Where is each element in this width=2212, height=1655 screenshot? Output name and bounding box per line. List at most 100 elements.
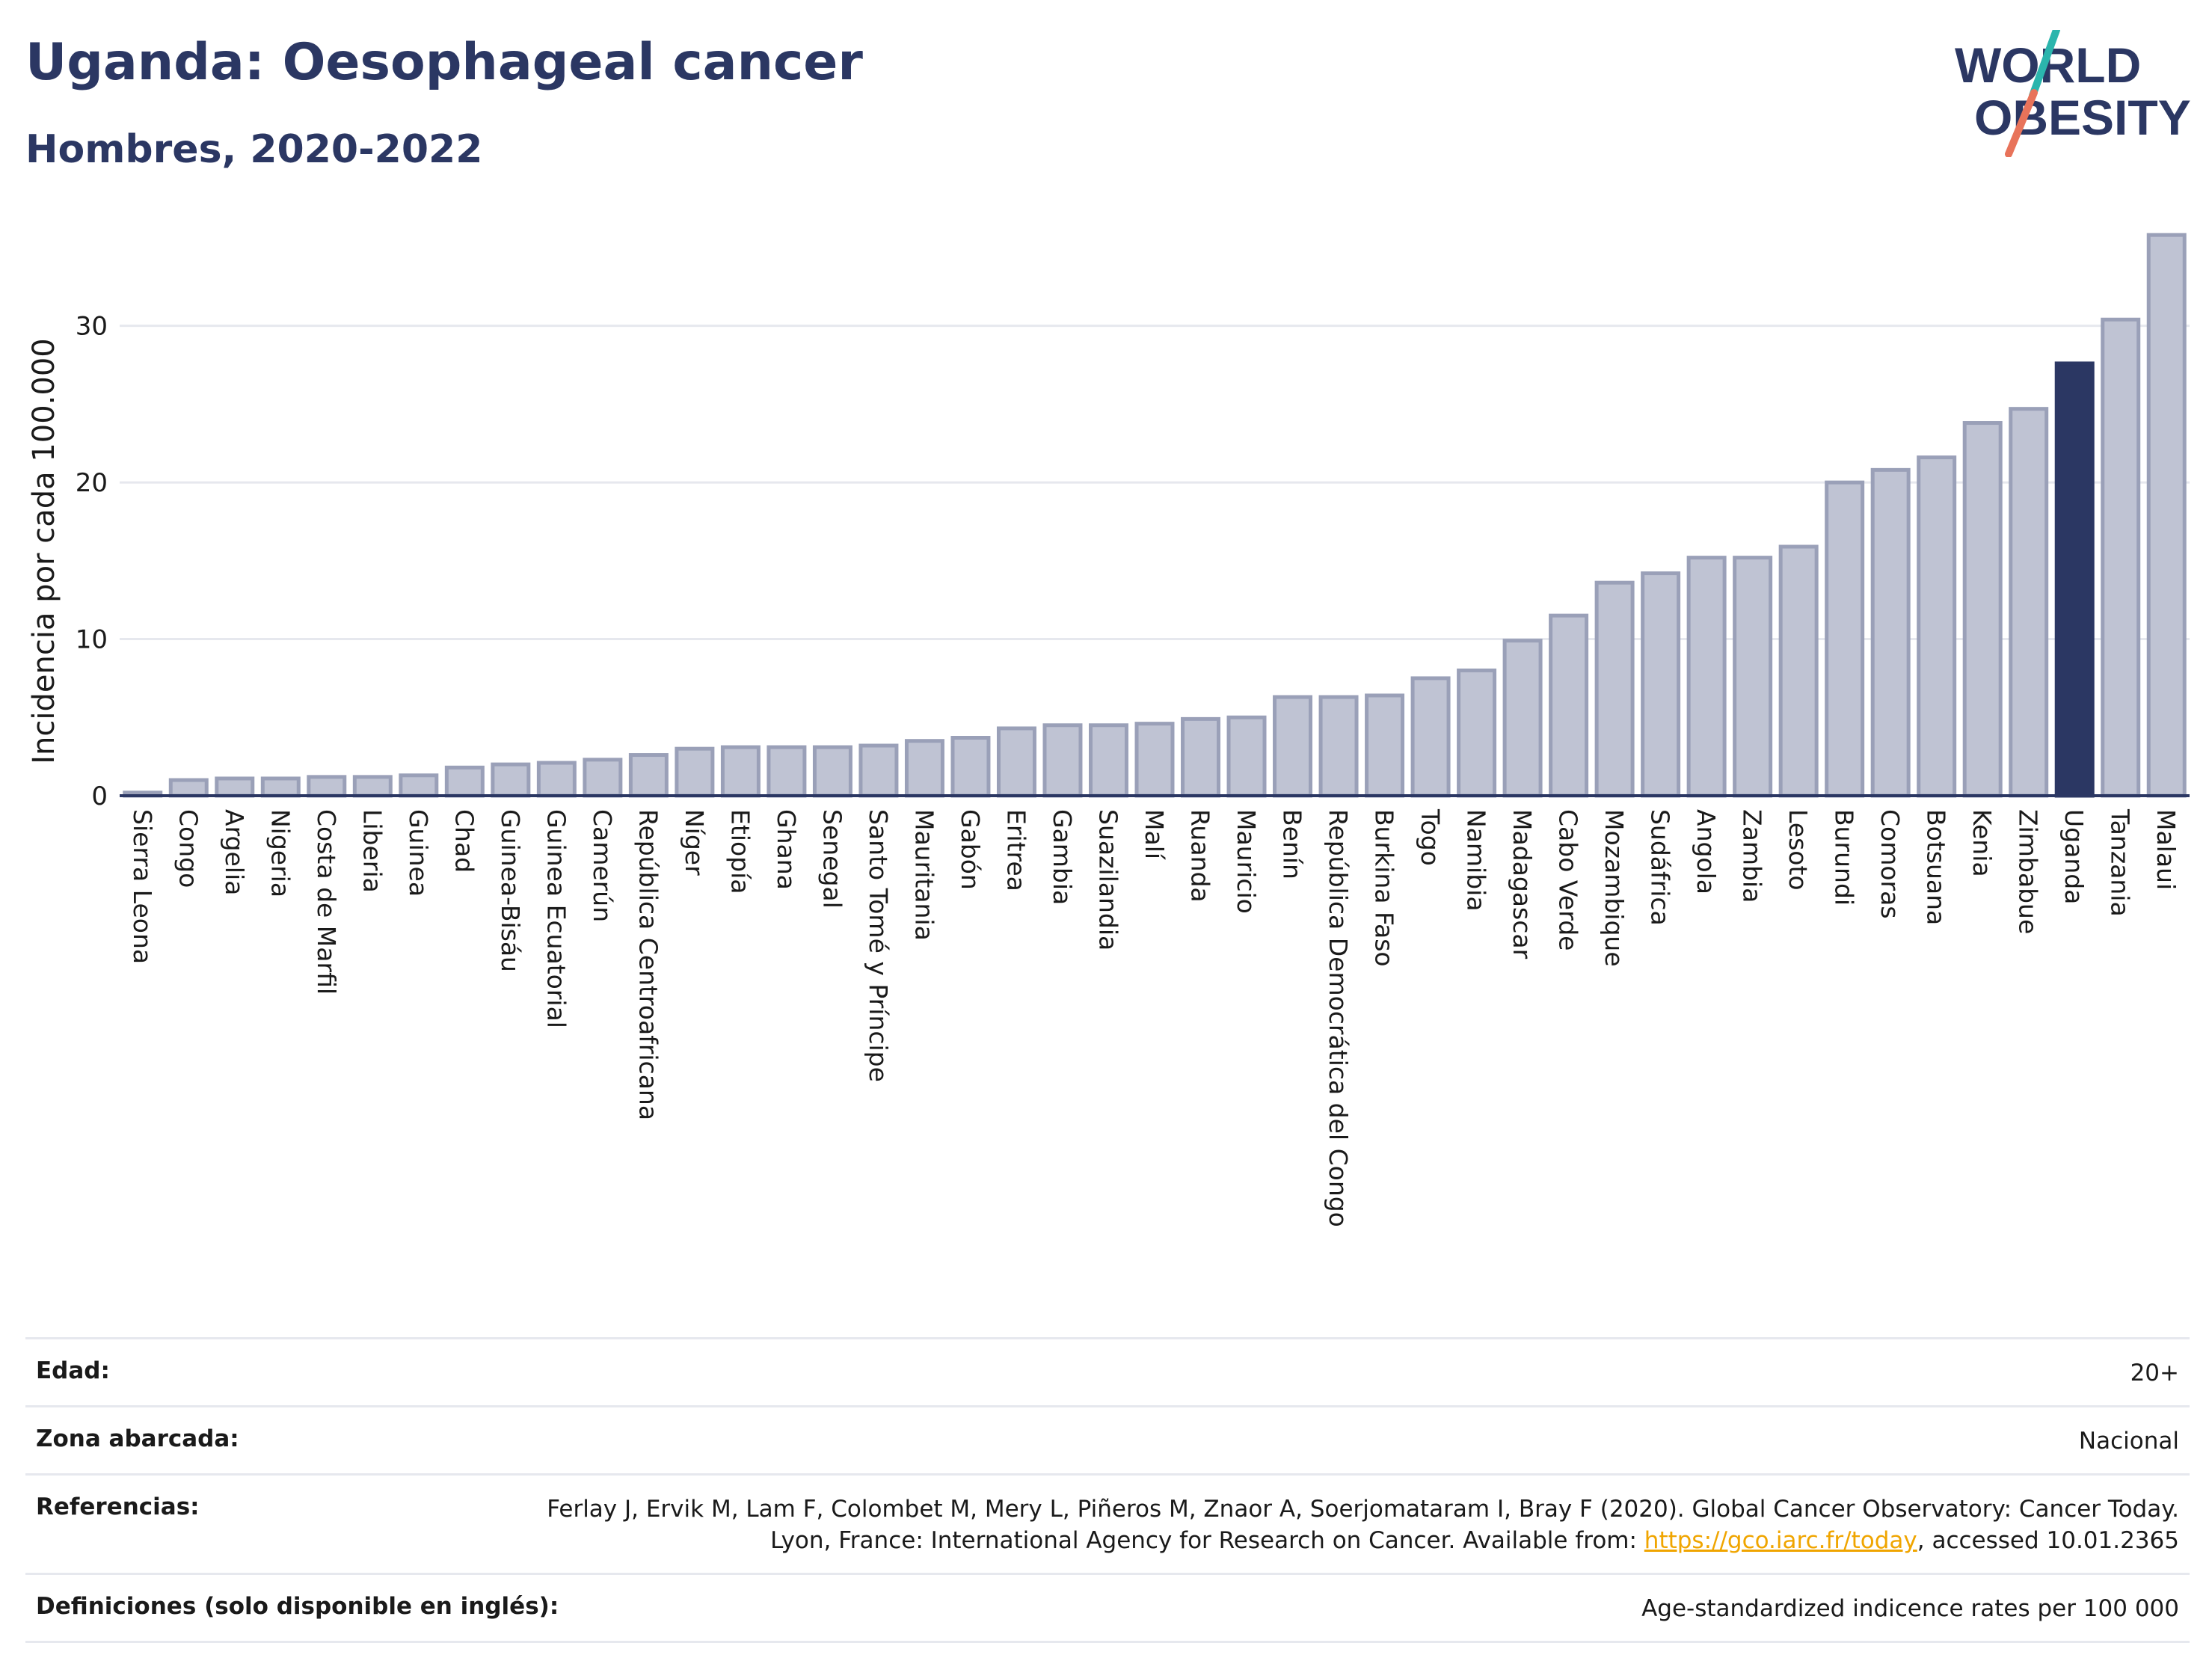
x-tick-label: Comoras <box>1875 809 1905 919</box>
bar <box>260 776 301 798</box>
chart-subtitle: Hombres, 2020-2022 <box>25 127 483 172</box>
references-link[interactable]: https://gco.iarc.fr/today <box>1644 1527 1917 1554</box>
bar <box>1181 716 1221 798</box>
y-tick-label: 10 <box>76 625 108 655</box>
x-tick-label: Angola <box>1692 809 1721 894</box>
area-value: Nacional <box>2078 1428 2179 1455</box>
y-tick-label: 0 <box>91 782 108 811</box>
x-tick-label: Argelia <box>220 809 249 895</box>
x-tick-label: Gambia <box>1048 809 1077 905</box>
bar <box>1733 556 1773 798</box>
x-tick-label: Burundi <box>1830 809 1859 906</box>
bar <box>1134 722 1175 798</box>
bar <box>1870 467 1911 798</box>
meta-row-area: Zona abarcada: Nacional <box>25 1405 2190 1473</box>
x-tick-label: Mozambique <box>1600 809 1629 967</box>
world-obesity-logo: WORLD OBESITY <box>1955 30 2191 157</box>
bar <box>1594 580 1635 798</box>
bar <box>2009 407 2049 798</box>
bar-chart: 0 10 20 30 Sierra Leona Congo Argelia Nigeria C… <box>27 233 2190 1227</box>
y-tick-label: 30 <box>76 312 108 342</box>
bar <box>1502 639 1543 798</box>
bar <box>858 743 899 798</box>
x-tick-label: Guinea Ecuatorial <box>541 809 571 1028</box>
x-tick-label: Chad <box>449 809 479 873</box>
bar <box>904 739 944 798</box>
x-tick-label: Santo Tomé y Príncipe <box>864 809 893 1082</box>
references-label: Referencias: <box>36 1493 200 1520</box>
meta-row-definitions: Definiciones (solo disponible en inglés)… <box>25 1573 2190 1643</box>
x-tick-label: Níger <box>680 809 709 876</box>
bar <box>1778 544 1819 798</box>
metadata-table: Edad: 20+ Zona abarcada: Nacional Refere… <box>25 1337 2190 1643</box>
x-tick-label: Cabo Verde <box>1554 809 1583 951</box>
bar <box>1917 455 1957 798</box>
logo-slash-red <box>2005 89 2038 157</box>
x-tick-label: Togo <box>1416 808 1445 866</box>
x-tick-label: República Centroafricana <box>633 809 663 1120</box>
bar <box>812 745 852 798</box>
bar <box>1273 695 1313 798</box>
bar <box>583 758 623 798</box>
definitions-label: Definiciones (solo disponible en inglés)… <box>36 1593 559 1620</box>
bar <box>1410 676 1451 798</box>
x-tick-label: Costa de Marfil <box>312 809 341 995</box>
bar <box>1226 715 1267 798</box>
bar <box>1457 668 1497 798</box>
meta-row-references: Referencias: Ferlay J, Ervik M, Lam F, C… <box>25 1473 2190 1573</box>
x-tick-label: Benín <box>1278 809 1307 879</box>
x-tick-label: Guinea-Bisáu <box>496 809 525 972</box>
bar <box>2101 317 2141 798</box>
x-tick-label: Sudáfrica <box>1646 809 1675 926</box>
bar <box>399 773 439 798</box>
references-accessed: , accessed 10.01.2365 <box>1917 1527 2179 1554</box>
bar <box>1318 695 1359 798</box>
x-tick-label: Nigeria <box>265 809 295 897</box>
x-tick-label: Ghana <box>772 809 801 890</box>
bar <box>1641 571 1681 798</box>
x-tick-label: Uganda <box>2059 809 2089 904</box>
x-tick-label: Gabón <box>956 809 985 890</box>
definitions-value: Age-standardized indicence rates per 100… <box>1641 1595 2179 1622</box>
x-tick-label: Sierra Leona <box>128 809 157 964</box>
meta-row-age: Edad: 20+ <box>25 1337 2190 1405</box>
logo-slash-teal <box>2029 30 2060 99</box>
x-tick-label: Kenia <box>1967 809 1997 877</box>
bar <box>215 776 255 798</box>
bar <box>536 761 577 798</box>
x-tick-label: Namibia <box>1462 809 1491 912</box>
y-axis-title: Incidencia por cada 100.000 <box>27 338 61 764</box>
x-tick-label: Etiopía <box>725 809 755 894</box>
x-tick-label: Burkina Faso <box>1370 809 1399 967</box>
bar <box>1088 723 1128 798</box>
bar <box>1042 723 1083 798</box>
bar-highlight <box>2054 361 2095 798</box>
logo-line-2: OBESITY <box>1974 90 2191 145</box>
bar <box>628 753 669 798</box>
bar <box>1825 480 1865 798</box>
x-tick-label: Malaui <box>2151 809 2181 890</box>
chart-title: Uganda: Oesophageal cancer <box>25 33 863 92</box>
references-value: Ferlay J, Ervik M, Lam F, Colombet M, Me… <box>534 1493 2179 1556</box>
age-value: 20+ <box>2130 1360 2179 1387</box>
x-tick-label: Madagascar <box>1508 809 1537 959</box>
x-tick-label: Botsuana <box>1922 809 1951 925</box>
age-label: Edad: <box>36 1357 110 1384</box>
x-tick-label: República Democrática del Congo <box>1324 809 1353 1227</box>
x-tick-label: Senegal <box>817 809 847 909</box>
x-tick-label: Congo <box>173 809 203 888</box>
y-tick-label: 20 <box>76 468 108 498</box>
bar <box>491 762 531 798</box>
bar <box>766 745 807 798</box>
x-tick-label: Liberia <box>357 809 387 893</box>
x-tick-label: Guinea <box>404 809 433 897</box>
x-tick-label: Zimbabue <box>2014 809 2043 934</box>
x-tick-label: Mauricio <box>1232 809 1261 914</box>
x-tick-label: Ruanda <box>1186 809 1215 903</box>
bar <box>675 746 715 798</box>
x-tick-labels: Sierra Leona Congo Argelia Nigeria Costa de … <box>128 808 2181 1227</box>
x-tick-label: Eritrea <box>1001 809 1030 891</box>
bar <box>1962 421 2003 798</box>
x-tick-label: Malí <box>1140 809 1169 861</box>
bar <box>1365 693 1405 798</box>
